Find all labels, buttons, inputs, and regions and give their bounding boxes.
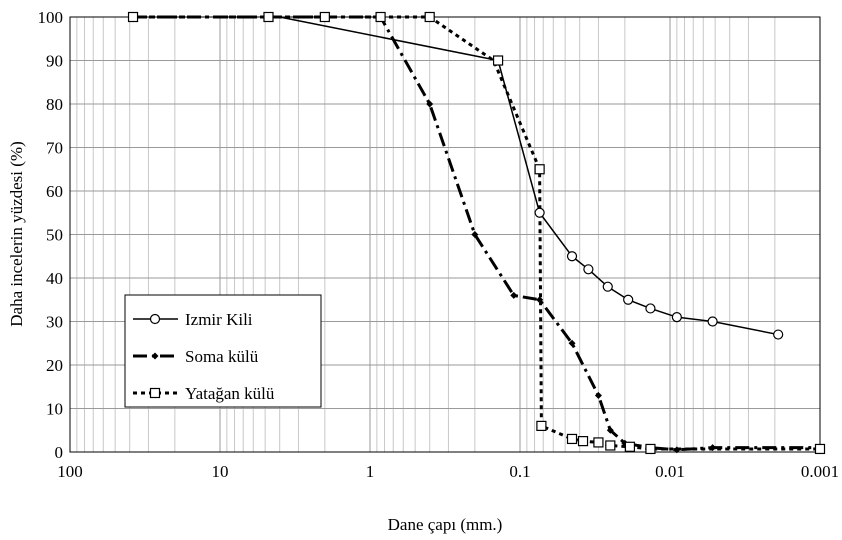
y-tick-label: 20 <box>46 356 63 375</box>
data-point <box>149 387 161 399</box>
y-tick-labels: 0 10 20 30 40 50 60 70 80 90 100 <box>38 8 64 462</box>
y-tick-label: 70 <box>46 139 63 158</box>
y-axis-label: Daha incelerin yüzdesi (%) <box>7 141 26 327</box>
x-tick-label: 10 <box>212 462 229 481</box>
data-point <box>263 11 274 23</box>
data-point <box>149 313 161 325</box>
data-point <box>645 303 656 314</box>
data-point <box>426 100 434 108</box>
data-point <box>536 420 547 431</box>
x-axis-label: Dane çapı (mm.) <box>388 515 503 534</box>
data-point <box>606 426 614 434</box>
data-point <box>709 444 717 452</box>
y-tick-label: 100 <box>38 8 64 27</box>
data-point <box>593 437 604 448</box>
data-point <box>424 11 435 23</box>
plot-area <box>69 16 821 453</box>
data-point <box>707 316 718 327</box>
data-point <box>673 446 681 454</box>
data-point <box>814 443 826 455</box>
y-tick-label: 60 <box>46 182 63 201</box>
data-point <box>566 251 578 262</box>
data-point <box>568 339 576 347</box>
data-point <box>671 312 682 323</box>
x-tick-label: 0.01 <box>655 462 685 481</box>
data-point <box>492 55 504 66</box>
y-tick-label: 90 <box>46 52 63 71</box>
data-point <box>594 391 602 399</box>
data-point <box>375 11 386 23</box>
y-tick-label: 0 <box>55 443 64 462</box>
data-point <box>773 329 784 340</box>
data-point <box>602 281 613 292</box>
x-tick-label: 100 <box>57 462 83 481</box>
legend-label: Soma külü <box>185 347 259 366</box>
data-point <box>534 207 545 218</box>
x-tick-label: 0.1 <box>509 462 530 481</box>
legend: Izmir Kili Soma külü Yatağan külü <box>124 294 322 408</box>
data-point <box>534 164 545 175</box>
data-point <box>151 352 159 360</box>
data-point <box>605 440 616 451</box>
data-point <box>583 264 594 275</box>
data-point <box>645 443 656 455</box>
y-tick-label: 40 <box>46 269 63 288</box>
y-tick-label: 50 <box>46 226 63 245</box>
x-tick-labels: 100 10 1 0.1 0.01 0.001 <box>57 462 839 481</box>
series-line-3 <box>133 15 820 451</box>
data-point <box>471 231 479 238</box>
data-point <box>319 11 330 23</box>
data-point <box>577 436 589 447</box>
data-point <box>127 11 139 23</box>
y-tick-label: 80 <box>46 95 63 114</box>
data-point <box>510 291 518 299</box>
data-point <box>566 433 578 445</box>
series-markers <box>127 11 826 455</box>
x-tick-label: 1 <box>366 462 375 481</box>
series-line-2 <box>133 15 820 452</box>
legend-label: Yatağan külü <box>185 384 275 403</box>
x-tick-label: 0.001 <box>801 462 839 481</box>
data-point <box>623 294 634 305</box>
data-point <box>536 296 544 304</box>
y-tick-label: 30 <box>46 313 63 332</box>
y-tick-label: 10 <box>46 400 63 419</box>
legend-label: Izmir Kili <box>185 310 253 329</box>
data-point <box>624 441 636 452</box>
